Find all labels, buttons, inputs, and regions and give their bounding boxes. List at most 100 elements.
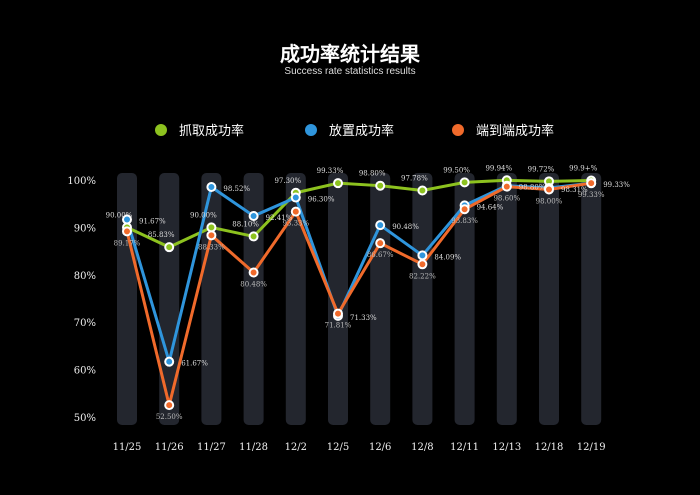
data-label: 80.48%	[240, 281, 267, 289]
legend-swatch	[305, 123, 317, 136]
data-label: 98.80%	[519, 184, 546, 192]
data-label: 98.80%	[359, 170, 386, 178]
data-label: 99.9+%	[569, 164, 597, 172]
x-tick-label: 12/13	[492, 442, 521, 453]
legend-item-e2e: 端到端成功率	[452, 120, 554, 139]
data-point	[206, 230, 217, 241]
series-line-0	[126, 178, 592, 249]
data-point	[501, 181, 512, 192]
data-label: 71.33%	[350, 314, 377, 322]
legend-label: 端到端成功率	[476, 124, 555, 139]
x-tick-label: 12/18	[535, 442, 564, 453]
column-band	[454, 173, 475, 425]
data-label: 93.83%	[451, 217, 478, 225]
x-tick-label: 12/19	[577, 442, 606, 453]
chart-title: 成功率统计结果	[280, 42, 420, 66]
y-tick-label: 100%	[67, 176, 96, 187]
data-label: 92.41%	[266, 214, 293, 222]
data-point	[248, 267, 259, 278]
y-tick-label: 70%	[74, 318, 96, 329]
data-label: 98.52%	[223, 185, 250, 193]
x-tick-label: 11/27	[197, 442, 226, 453]
data-label: 97.78%	[401, 175, 428, 183]
data-point	[206, 222, 217, 233]
data-label: 90.00%	[106, 211, 133, 219]
data-point	[375, 220, 386, 231]
data-point	[122, 214, 132, 225]
data-label: 98.00%	[536, 197, 563, 205]
column-band	[201, 173, 222, 425]
x-tick-label: 12/2	[285, 442, 307, 453]
data-point	[164, 400, 175, 411]
data-point	[586, 178, 597, 189]
data-label: 71.81%	[325, 322, 352, 330]
data-point	[417, 250, 428, 261]
data-label: 90.48%	[392, 223, 419, 231]
data-label: 94.64%	[477, 203, 504, 211]
data-point	[248, 231, 259, 242]
data-label: 98.60%	[493, 195, 520, 203]
data-label: 99.94%	[485, 164, 512, 172]
data-point	[122, 226, 132, 237]
data-label: 86.67%	[367, 251, 394, 259]
chart-subtitle: Success rate statistics results	[284, 66, 416, 77]
data-point	[164, 356, 175, 367]
x-tick-label: 12/8	[411, 442, 433, 453]
data-point	[417, 259, 428, 270]
data-label: 99.50%	[443, 166, 470, 174]
x-tick-label: 12/6	[369, 442, 391, 453]
legend-swatch	[155, 123, 167, 136]
column-band	[328, 173, 348, 425]
data-label: 90.00%	[190, 211, 217, 219]
legend-label: 抓取成功率	[179, 124, 245, 139]
data-label: 88.33%	[198, 243, 225, 251]
x-tick-label: 11/28	[239, 442, 268, 453]
data-label: 88.10%	[232, 220, 259, 228]
data-label: 85.83%	[148, 231, 175, 239]
data-label: 82.22%	[409, 272, 436, 280]
x-tick-label: 11/26	[155, 442, 184, 453]
legend-swatch	[452, 123, 464, 136]
data-label: 84.09%	[434, 253, 461, 261]
column-band	[370, 173, 391, 425]
data-label: 52.50%	[156, 413, 183, 421]
legend-item-grab: 抓取成功率	[155, 120, 244, 139]
series-line-2	[125, 181, 592, 406]
data-point	[333, 308, 343, 319]
legend-item-place: 放置成功率	[305, 120, 394, 139]
data-point	[290, 206, 301, 217]
data-point	[544, 184, 554, 195]
x-tick-label: 11/25	[113, 442, 142, 453]
data-label: 61.67%	[181, 360, 208, 368]
column-band	[539, 173, 559, 425]
data-label: 93.33%	[282, 220, 309, 228]
x-tick-label: 12/11	[450, 442, 479, 453]
data-label: 91.67%	[139, 217, 166, 225]
column-band	[412, 173, 433, 425]
column-band	[159, 173, 180, 425]
data-label: 99.72%	[528, 165, 555, 173]
y-tick-label: 90%	[74, 223, 96, 234]
data-label: 97.30%	[274, 177, 301, 185]
y-tick-label: 50%	[74, 413, 96, 424]
data-point	[375, 180, 386, 191]
y-tick-label: 60%	[74, 366, 96, 377]
legend-label: 放置成功率	[329, 124, 395, 139]
series-line-1	[125, 181, 592, 368]
data-label: 99.33%	[578, 191, 605, 199]
x-tick-label: 12/5	[327, 442, 349, 453]
data-point	[164, 242, 175, 253]
y-tick-label: 80%	[74, 271, 96, 282]
data-label: 99.33%	[317, 167, 344, 175]
data-point	[290, 192, 301, 203]
data-label: 99.33%	[603, 181, 630, 189]
data-point	[248, 210, 259, 221]
data-point	[375, 238, 386, 249]
data-point	[206, 182, 217, 193]
column-band	[496, 173, 517, 425]
data-point	[417, 185, 428, 196]
data-label: 98.31%	[561, 186, 588, 194]
data-label: 89.17%	[114, 239, 141, 247]
data-point	[459, 204, 470, 215]
